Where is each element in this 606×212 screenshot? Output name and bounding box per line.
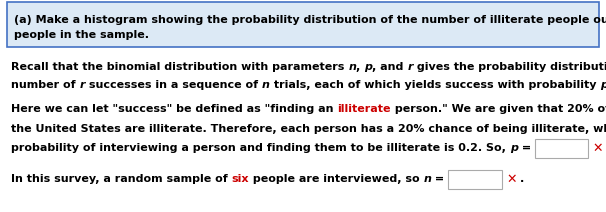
FancyBboxPatch shape: [7, 2, 599, 47]
Text: trials, each of which yields success with probability: trials, each of which yields success wit…: [270, 80, 600, 90]
Text: .: .: [520, 174, 524, 184]
Text: Recall that the binomial distribution with parameters: Recall that the binomial distribution wi…: [11, 62, 348, 72]
Text: p: p: [364, 62, 372, 72]
Text: ✕: ✕: [593, 142, 604, 155]
Text: successes in a sequence of: successes in a sequence of: [85, 80, 262, 90]
Text: (a) Make a histogram showing the probability distribution of the number of illit: (a) Make a histogram showing the probabi…: [14, 15, 606, 25]
Text: r: r: [407, 62, 413, 72]
FancyBboxPatch shape: [448, 170, 502, 189]
Text: n: n: [348, 62, 356, 72]
Text: illiterate: illiterate: [338, 104, 391, 114]
Text: p: p: [510, 143, 518, 153]
Text: n: n: [424, 174, 431, 184]
Text: , and: , and: [372, 62, 407, 72]
Text: In this survey, a random sample of: In this survey, a random sample of: [11, 174, 231, 184]
Text: ✕: ✕: [507, 173, 517, 186]
Text: =: =: [518, 143, 534, 153]
Text: Here we can let "success" be defined as "finding an: Here we can let "success" be defined as …: [11, 104, 338, 114]
Text: n: n: [262, 80, 270, 90]
FancyBboxPatch shape: [534, 139, 588, 158]
Text: person." We are given that 20% of all people in: person." We are given that 20% of all pe…: [391, 104, 606, 114]
Text: people are interviewed, so: people are interviewed, so: [249, 174, 424, 184]
Text: gives the probability distribution of the: gives the probability distribution of th…: [413, 62, 606, 72]
Text: =: =: [431, 174, 448, 184]
Text: r: r: [79, 80, 85, 90]
Text: six: six: [231, 174, 249, 184]
Text: p: p: [600, 80, 606, 90]
Text: number of: number of: [11, 80, 79, 90]
Text: ,: ,: [356, 62, 364, 72]
Text: people in the sample.: people in the sample.: [14, 30, 149, 40]
Text: the United States are illiterate. Therefore, each person has a 20% chance of bei: the United States are illiterate. Theref…: [11, 124, 606, 134]
Text: probability of interviewing a person and finding them to be illiterate is 0.2. S: probability of interviewing a person and…: [11, 143, 510, 153]
